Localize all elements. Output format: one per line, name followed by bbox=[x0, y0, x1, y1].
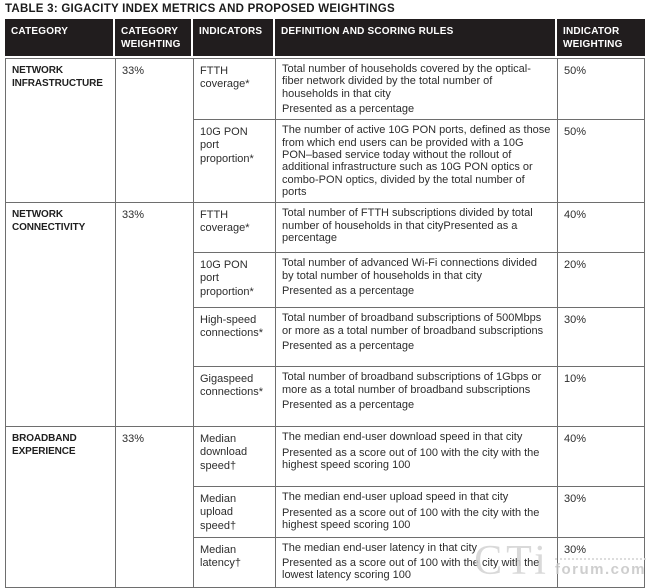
indicator-weighting-cell: 30% bbox=[557, 308, 645, 368]
table-row: NETWORK CONNECTIVITY 33% FTTH coverage* Tot… bbox=[5, 203, 645, 428]
definition-cell: Total number of households covered by th… bbox=[275, 58, 557, 121]
definition-paragraph: Presented as a percentage bbox=[282, 398, 415, 411]
table-row: Median upload speed† The median end-user … bbox=[5, 487, 645, 538]
category-weighting-cell: 33% bbox=[115, 203, 193, 428]
indicator-cell: High-speed connections* bbox=[193, 308, 275, 368]
definition-cell: Total number of broadband subscriptions … bbox=[275, 308, 557, 368]
indicator-cell: FTTH coverage* bbox=[193, 58, 275, 121]
table-row: 10G PON port proportion* Total number of … bbox=[5, 253, 645, 309]
definition-paragraph: Presented as a percentage bbox=[282, 339, 415, 352]
gigacity-index-table: CATEGORY CATEGORY WEIGHTING INDICATORS D… bbox=[5, 19, 645, 588]
definition-paragraph: Presented as a score out of 100 with the… bbox=[282, 506, 540, 531]
definition-paragraph: The number of active 10G PON ports, defi… bbox=[282, 124, 551, 198]
definition-paragraph: Total number of broadband subscriptions … bbox=[282, 371, 542, 396]
definition-cell: Total number of advanced Wi-Fi connectio… bbox=[275, 253, 557, 309]
indicator-weighting-cell: 40% bbox=[557, 427, 645, 488]
definition-cell: The number of active 10G PON ports, defi… bbox=[275, 120, 557, 204]
indicator-cell: Median latency† bbox=[193, 537, 275, 588]
definition-paragraph: The median end-user latency in that city bbox=[282, 541, 478, 554]
indicator-weighting-cell: 50% bbox=[557, 120, 645, 204]
indicator-weighting-cell: 30% bbox=[557, 487, 645, 538]
definition-paragraph: Total number of broadband subscriptions … bbox=[282, 312, 544, 337]
indicator-cell: 10G PON port proportion* bbox=[193, 120, 275, 204]
table-body: NETWORK INFRASTRUCTURE 33% FTTH coverage* T… bbox=[5, 58, 645, 588]
indicator-cell: FTTH coverage* bbox=[193, 203, 275, 254]
definition-cell: The median end-user upload speed in that… bbox=[275, 487, 557, 538]
table-row: 10G PON port proportion* The number of ac… bbox=[5, 120, 645, 204]
definition-paragraph: Presented as a score out of 100 with the… bbox=[282, 557, 540, 582]
col-header-indicators: INDICATORS bbox=[193, 19, 275, 58]
indicator-weighting-cell: 10% bbox=[557, 367, 645, 428]
indicator-weighting-cell: 20% bbox=[557, 253, 645, 309]
definition-paragraph: The median end-user upload speed in that… bbox=[282, 491, 509, 504]
indicator-weighting-cell: 40% bbox=[557, 203, 645, 254]
definition-cell: The median end-user download speed in th… bbox=[275, 427, 557, 488]
category-weighting-cell: 33% bbox=[115, 58, 193, 204]
definition-cell: The median end-user latency in that city… bbox=[275, 537, 557, 588]
indicator-weighting-cell: 50% bbox=[557, 58, 645, 121]
category-cell: NETWORK INFRASTRUCTURE bbox=[5, 58, 115, 204]
col-header-category: CATEGORY bbox=[5, 19, 115, 58]
definition-paragraph: Total number of FTTH subscriptions divid… bbox=[282, 207, 533, 244]
definition-paragraph: The median end-user download speed in th… bbox=[282, 431, 523, 444]
definition-cell: Total number of broadband subscriptions … bbox=[275, 367, 557, 428]
table-title: TABLE 3: GIGACITY INDEX METRICS AND PROP… bbox=[5, 3, 395, 15]
category-cell: BROADBAND EXPERIENCE bbox=[5, 427, 115, 588]
definition-paragraph: Presented as a percentage bbox=[282, 102, 415, 115]
indicator-cell: Median upload speed† bbox=[193, 487, 275, 538]
header-row: CATEGORY CATEGORY WEIGHTING INDICATORS D… bbox=[5, 19, 645, 58]
indicator-weighting-cell: 30% bbox=[557, 537, 645, 588]
table-row: High-speed connections* Total number of b… bbox=[5, 308, 645, 368]
col-header-category-weighting: CATEGORY WEIGHTING bbox=[115, 19, 193, 58]
definition-cell: Total number of FTTH subscriptions divid… bbox=[275, 203, 557, 254]
table-row: Gigaspeed connections* Total number of br… bbox=[5, 367, 645, 428]
category-cell: NETWORK CONNECTIVITY bbox=[5, 203, 115, 428]
table-row: Median latency† The median end-user laten… bbox=[5, 537, 645, 588]
definition-paragraph: Total number of advanced Wi-Fi connectio… bbox=[282, 257, 537, 282]
indicator-cell: Median download speed† bbox=[193, 427, 275, 488]
indicator-cell: 10G PON port proportion* bbox=[193, 253, 275, 309]
definition-paragraph: Presented as a percentage bbox=[282, 284, 415, 297]
table-header: CATEGORY CATEGORY WEIGHTING INDICATORS D… bbox=[5, 19, 645, 58]
category-weighting-cell: 33% bbox=[115, 427, 193, 588]
col-header-definition: DEFINITION AND SCORING RULES bbox=[275, 19, 557, 58]
definition-paragraph: Total number of households covered by th… bbox=[282, 63, 531, 100]
indicator-cell: Gigaspeed connections* bbox=[193, 367, 275, 428]
table-row: NETWORK INFRASTRUCTURE 33% FTTH coverage* T… bbox=[5, 58, 645, 204]
table-row: BROADBAND EXPERIENCE 33% Median download s… bbox=[5, 427, 645, 588]
col-header-indicator-weighting: INDICATOR WEIGHTING bbox=[557, 19, 645, 58]
definition-paragraph: Presented as a score out of 100 with the… bbox=[282, 446, 540, 471]
